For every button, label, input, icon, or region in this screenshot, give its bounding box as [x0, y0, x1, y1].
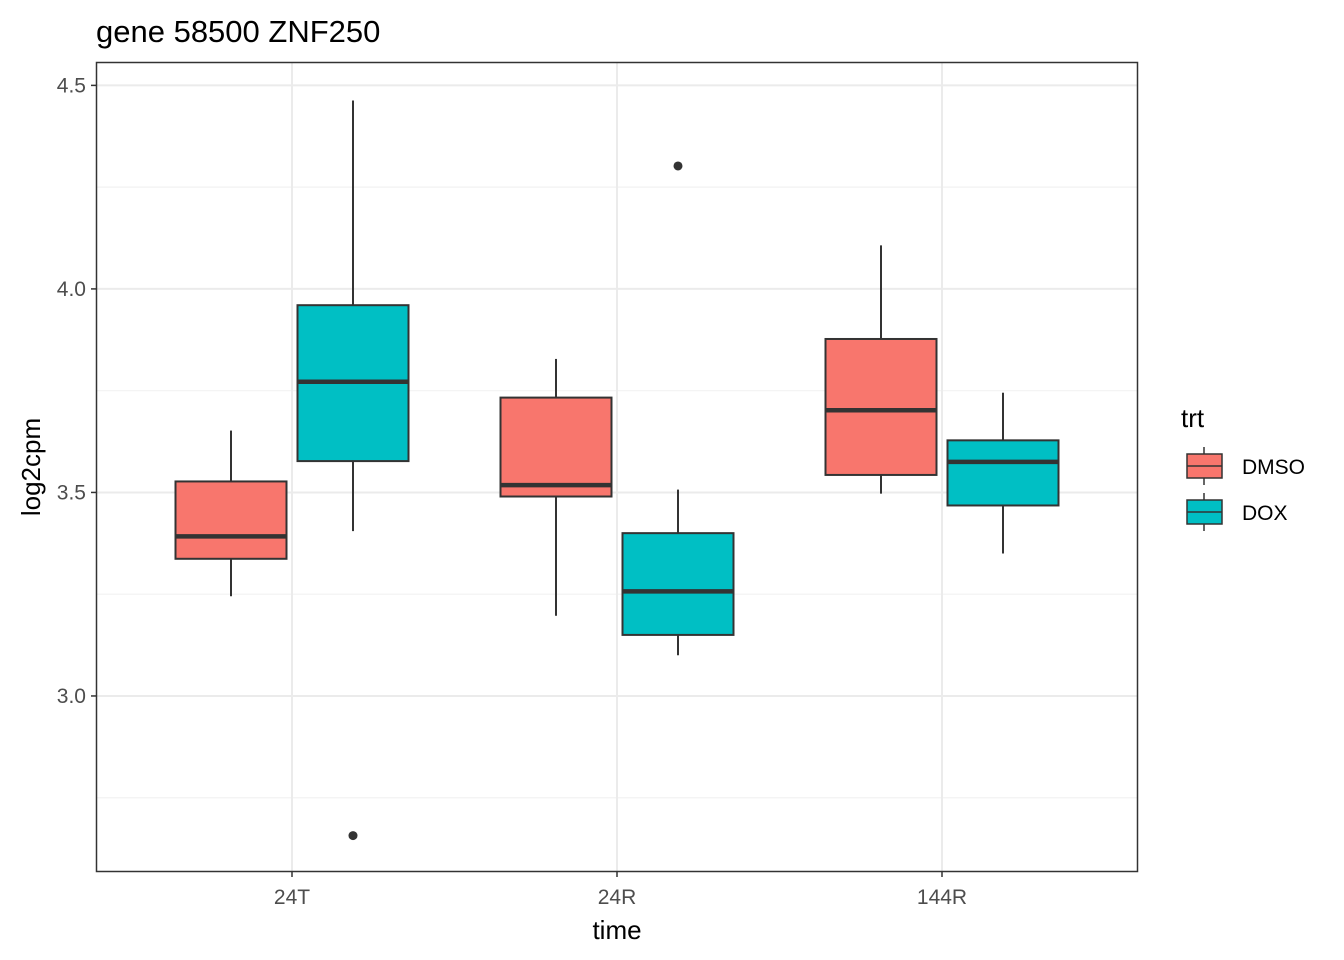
box-dmso-144r — [824, 245, 938, 494]
x-axis: 24T 24R 144R — [274, 871, 967, 909]
y-tick-label: 4.0 — [57, 278, 86, 301]
y-tick-label: 4.5 — [57, 74, 86, 97]
box-dox-24r — [621, 161, 735, 656]
legend-label-dox: DOX — [1242, 502, 1288, 525]
x-tick-label: 144R — [917, 886, 967, 909]
box-dmso-24r — [499, 358, 613, 616]
box-dox-144r — [946, 392, 1060, 554]
x-tick-label: 24R — [598, 886, 637, 909]
legend-title: trt — [1181, 403, 1205, 433]
chart-title: gene 58500 ZNF250 — [96, 14, 380, 49]
y-tick-label: 3.0 — [57, 685, 86, 708]
legend: trt DMSO DOX — [1181, 403, 1305, 531]
boxes-layer — [174, 100, 1060, 841]
box-body — [824, 337, 938, 476]
box-body — [946, 439, 1060, 507]
y-axis: 3.0 3.5 4.0 4.5 — [57, 74, 97, 708]
box-body — [621, 532, 735, 636]
outlier-point — [348, 831, 358, 841]
y-tick-label: 3.5 — [57, 481, 86, 504]
x-axis-title: time — [592, 915, 641, 945]
outlier-point — [673, 161, 683, 171]
x-tick-label: 24T — [274, 886, 310, 909]
y-axis-title: log2cpm — [16, 418, 46, 516]
legend-label-dmso: DMSO — [1242, 456, 1305, 479]
box-body — [499, 396, 613, 498]
box-body — [174, 480, 288, 560]
box-dox-24t — [296, 100, 410, 841]
box-dmso-24t — [174, 430, 288, 597]
